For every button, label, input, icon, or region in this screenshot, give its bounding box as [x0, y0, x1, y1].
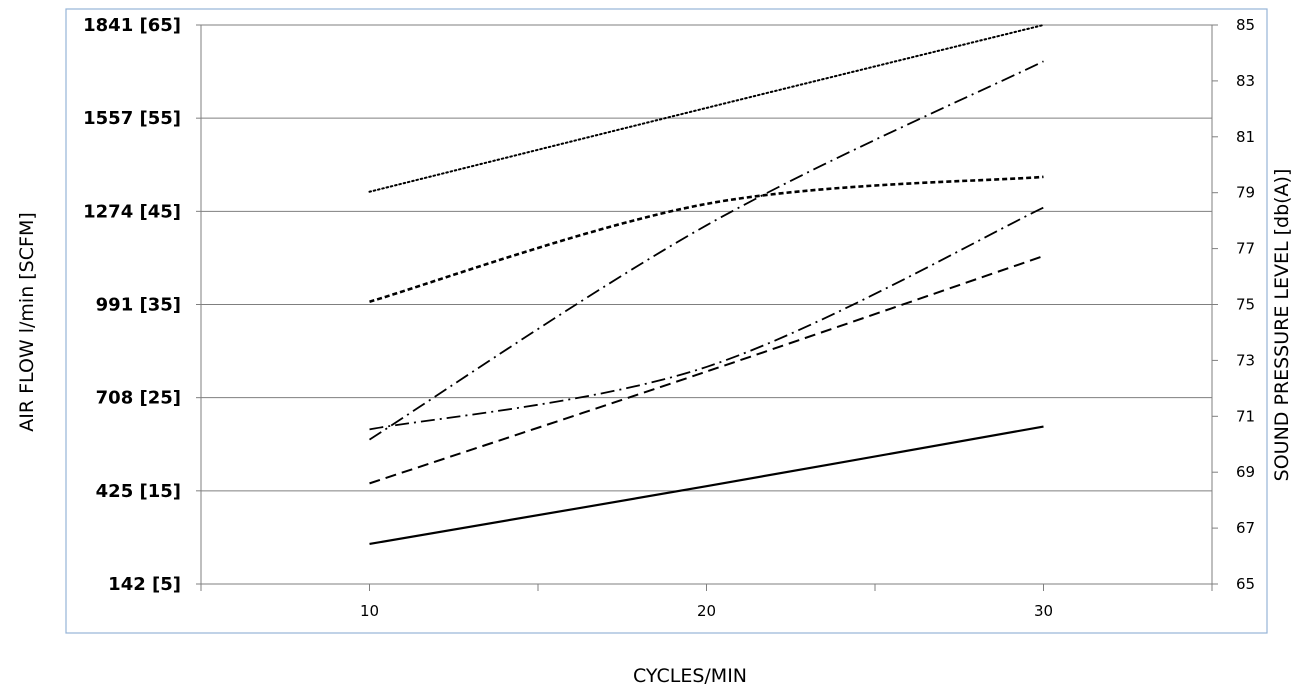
y-tick-label-right: 85 — [1236, 16, 1255, 34]
y-tick-label-left: 1274 [45] — [83, 201, 181, 222]
y-tick-label-right: 79 — [1236, 184, 1255, 202]
y-tick-label-right: 65 — [1236, 575, 1255, 593]
x-tick-label: 20 — [697, 602, 716, 620]
series-line-4 — [369, 60, 1044, 441]
x-tick-label: 10 — [360, 602, 379, 620]
y-tick-label-left: 991 [35] — [96, 295, 181, 316]
chart-frame — [65, 8, 1268, 634]
y-axis-title-right: SOUND PRESSURE LEVEL [db(A)] — [1271, 169, 1293, 482]
series-line-6 — [368, 24, 1045, 193]
y-tick-label-left: 425 [15] — [96, 481, 181, 502]
y-tick-label-right: 69 — [1236, 463, 1255, 481]
x-tick-label: 30 — [1034, 602, 1053, 620]
y-tick-label-right: 81 — [1236, 128, 1255, 146]
y-tick-label-right: 71 — [1236, 407, 1255, 425]
tick-labels: 142 [5] 425 [15] 708 [25] 991 [35] 1274 [45]… — [83, 15, 1255, 620]
series-line-1 — [369, 425, 1044, 546]
y-tick-label-right: 73 — [1236, 351, 1255, 369]
y-tick-label-right: 75 — [1236, 296, 1255, 314]
axes — [196, 24, 1218, 591]
y-axis-title-left: AIR FLOW l/min [SCFM] — [16, 212, 38, 431]
y-tick-label-left: 1557 [55] — [83, 108, 181, 129]
y-tick-label-left: 1841 [65] — [83, 15, 181, 36]
y-tick-label-left: 708 [25] — [96, 388, 181, 409]
grid-lines — [201, 24, 1212, 492]
series-line-3 — [369, 206, 1044, 431]
y-tick-label-right: 77 — [1236, 240, 1255, 258]
series-line-2 — [369, 255, 1044, 485]
x-axis-title: CYCLES/MIN — [633, 665, 747, 687]
y-tick-label-left: 142 [5] — [108, 574, 181, 595]
y-tick-label-right: 83 — [1236, 72, 1255, 90]
series-lines — [368, 24, 1045, 546]
y-tick-label-right: 67 — [1236, 519, 1255, 537]
